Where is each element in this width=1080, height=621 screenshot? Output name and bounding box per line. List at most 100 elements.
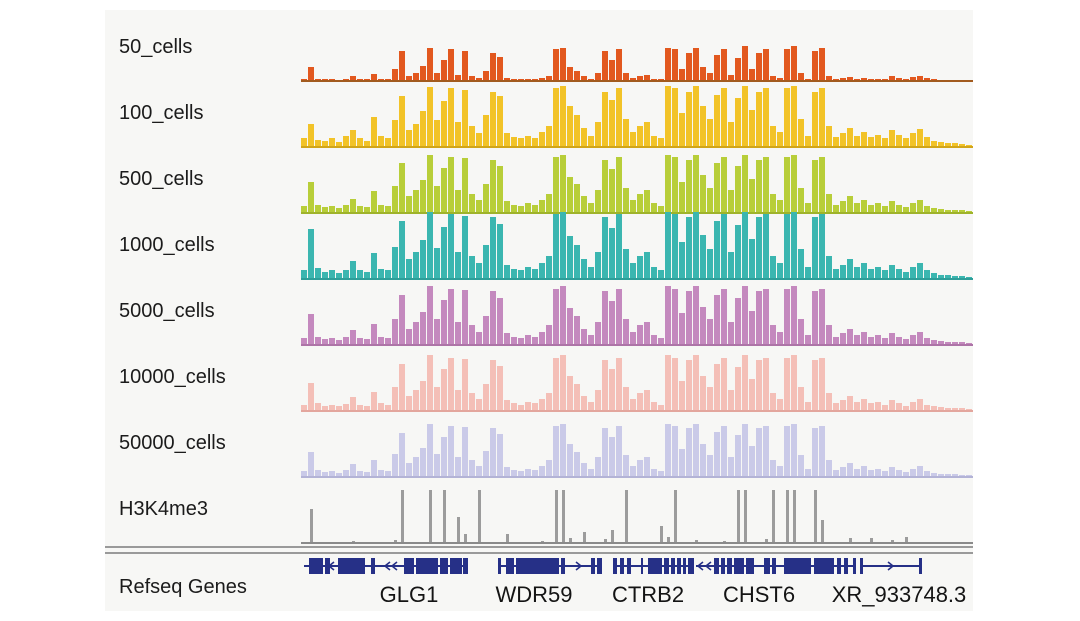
signal-bar bbox=[518, 270, 524, 278]
signal-bar bbox=[728, 456, 734, 476]
signal-bar bbox=[905, 536, 908, 542]
gene-exon bbox=[784, 558, 811, 574]
signal-bar bbox=[583, 532, 586, 542]
signal-bar bbox=[399, 220, 405, 278]
signal-bar bbox=[532, 403, 538, 410]
signal-bar bbox=[665, 154, 671, 212]
signal-bar bbox=[959, 342, 965, 344]
signal-bar bbox=[672, 49, 678, 80]
signal-bar bbox=[569, 537, 572, 542]
signal-bar bbox=[546, 392, 552, 410]
signal-bar bbox=[882, 470, 888, 476]
signal-bar bbox=[434, 318, 440, 344]
signal-bar bbox=[541, 540, 544, 542]
signal-bar bbox=[315, 470, 321, 476]
signal-bar bbox=[875, 78, 881, 80]
signal-bar bbox=[686, 217, 692, 278]
signal-bar bbox=[644, 456, 650, 476]
signal-bar bbox=[448, 49, 454, 80]
signal-bar bbox=[462, 158, 468, 212]
signal-bar bbox=[805, 401, 811, 410]
track-row-100_cells: 100_cells bbox=[105, 82, 973, 148]
signal-bar bbox=[539, 263, 545, 278]
signal-bar bbox=[546, 125, 552, 146]
signal-bar bbox=[511, 137, 517, 146]
signal-bar bbox=[343, 136, 349, 146]
signal-bar bbox=[315, 139, 321, 146]
signal-bar bbox=[350, 198, 356, 212]
signal-bar bbox=[455, 121, 461, 146]
genome-browser-panel: 50_cells 100_cells 500_cells 1000_cells … bbox=[105, 10, 973, 611]
gene-exon bbox=[853, 558, 856, 574]
signal-bar bbox=[455, 190, 461, 212]
signal-bar bbox=[693, 85, 699, 146]
signal-bar bbox=[840, 332, 846, 344]
signal-bar bbox=[469, 75, 475, 80]
signal-bar bbox=[784, 49, 790, 80]
signal-bar bbox=[478, 489, 481, 542]
signal-bar bbox=[931, 273, 937, 278]
signal-bar bbox=[441, 226, 447, 278]
signal-bar bbox=[938, 274, 944, 278]
signal-bar bbox=[749, 238, 755, 278]
signal-bar bbox=[329, 404, 335, 410]
signal-bar bbox=[364, 471, 370, 476]
signal-bar bbox=[840, 201, 846, 212]
signal-bar bbox=[637, 125, 643, 146]
signal-bar bbox=[469, 256, 475, 278]
signal-bar bbox=[882, 138, 888, 146]
signal-bar bbox=[301, 79, 307, 80]
signal-bar bbox=[700, 307, 706, 344]
signal-bar bbox=[392, 318, 398, 344]
signal-bar bbox=[429, 489, 432, 542]
signal-bar bbox=[651, 135, 657, 146]
signal-bar bbox=[651, 202, 657, 212]
gene-exon bbox=[498, 558, 501, 574]
signal-bar bbox=[714, 431, 720, 476]
signal-bar bbox=[588, 78, 594, 80]
signal-bar bbox=[770, 193, 776, 212]
signal-bar bbox=[623, 249, 629, 278]
signal-bar bbox=[427, 211, 433, 278]
signal-bar bbox=[455, 74, 461, 80]
gene-exon bbox=[440, 558, 448, 574]
signal-bar bbox=[581, 259, 587, 278]
signal-bar bbox=[448, 357, 454, 410]
signal-bar bbox=[938, 340, 944, 344]
gene-exon bbox=[919, 558, 922, 574]
signal-bar bbox=[826, 193, 832, 212]
signal-bar bbox=[798, 454, 804, 476]
signal-bar bbox=[497, 165, 503, 212]
gene-structures-svg: GLG1 WDR59 CTRB2 CHST6 XR_933748.3 bbox=[304, 558, 966, 607]
signal-bar bbox=[924, 470, 930, 476]
signal-bar bbox=[798, 72, 804, 80]
signal-bar bbox=[476, 465, 482, 476]
signal-bar bbox=[392, 386, 398, 410]
signal-bar bbox=[889, 201, 895, 212]
signal-bars bbox=[301, 16, 973, 80]
signal-bar bbox=[322, 140, 328, 146]
signal-bar bbox=[840, 78, 846, 80]
signal-bar bbox=[812, 360, 818, 410]
signal-bar bbox=[490, 360, 496, 410]
signal-bar bbox=[609, 300, 615, 344]
signal-bar bbox=[931, 406, 937, 410]
signal-bar bbox=[952, 143, 958, 146]
signal-bar bbox=[602, 91, 608, 146]
signal-bar bbox=[539, 131, 545, 146]
track-row-1000_cells: 1000_cells bbox=[105, 211, 973, 280]
signal-bar bbox=[497, 297, 503, 344]
signal-bar bbox=[714, 163, 720, 212]
signal-bar bbox=[357, 205, 363, 212]
signal-bar bbox=[658, 79, 664, 80]
signal-bar bbox=[392, 247, 398, 278]
signal-bar bbox=[462, 359, 468, 410]
signal-bar bbox=[560, 355, 566, 410]
signal-bar bbox=[483, 245, 489, 278]
signal-bar bbox=[707, 319, 713, 344]
signal-bar bbox=[625, 489, 628, 542]
signal-bar bbox=[714, 94, 720, 146]
signal-bar bbox=[427, 423, 433, 476]
signal-bar bbox=[602, 217, 608, 278]
signal-bar bbox=[728, 389, 734, 410]
